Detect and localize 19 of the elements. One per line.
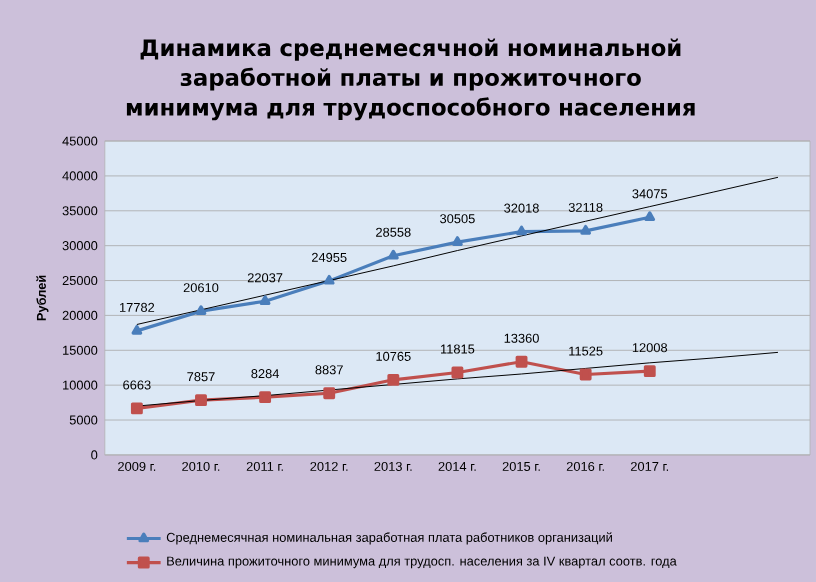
point [195, 394, 207, 407]
point [259, 295, 271, 305]
point [516, 225, 527, 236]
point [451, 366, 464, 379]
point [579, 368, 592, 381]
point [580, 224, 592, 235]
point [643, 365, 656, 378]
point [387, 373, 400, 386]
chart-title: Динамика среднемесячной номинальной заработной платы и прожиточного минимума для трудоспособного населения [126, 38, 695, 121]
point [259, 391, 272, 404]
point [387, 249, 399, 260]
point [130, 402, 143, 415]
point [323, 274, 335, 285]
point [452, 236, 463, 246]
point [323, 387, 336, 400]
point [131, 324, 143, 335]
point [195, 305, 207, 315]
point [515, 355, 528, 368]
point [644, 211, 656, 222]
